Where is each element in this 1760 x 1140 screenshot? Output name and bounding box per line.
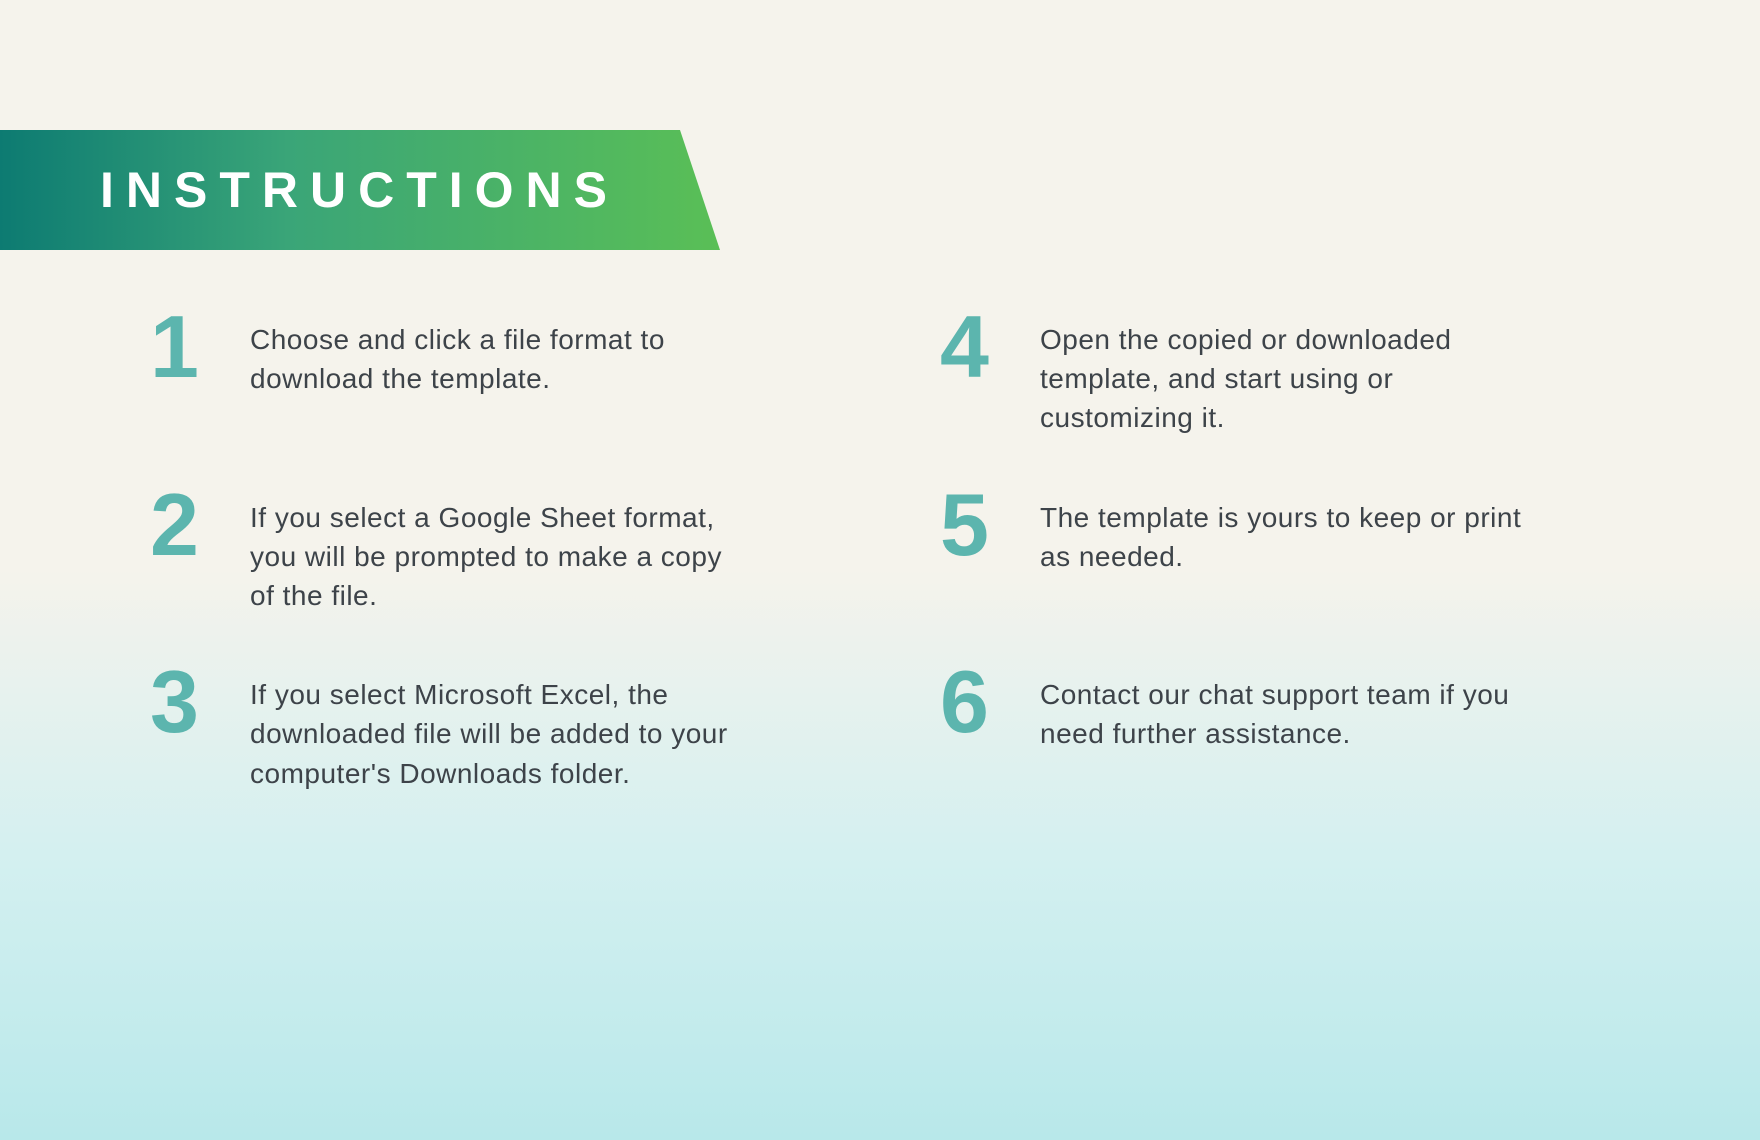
step-item: 4 Open the copied or downloaded template… bbox=[940, 320, 1630, 438]
step-item: 6 Contact our chat support team if you n… bbox=[940, 675, 1630, 793]
step-number: 2 bbox=[150, 490, 220, 560]
steps-container: 1 Choose and click a file format to down… bbox=[150, 320, 1630, 793]
step-number: 1 bbox=[150, 312, 220, 382]
step-text: If you select a Google Sheet format, you… bbox=[250, 498, 750, 616]
step-number: 6 bbox=[940, 667, 1010, 737]
step-text: If you select Microsoft Excel, the downl… bbox=[250, 675, 750, 793]
step-text: The template is yours to keep or print a… bbox=[1040, 498, 1540, 576]
step-item: 3 If you select Microsoft Excel, the dow… bbox=[150, 675, 840, 793]
step-item: 2 If you select a Google Sheet format, y… bbox=[150, 498, 840, 616]
instructions-banner: INSTRUCTIONS bbox=[0, 130, 720, 250]
step-text: Contact our chat support team if you nee… bbox=[1040, 675, 1540, 753]
step-text: Open the copied or downloaded template, … bbox=[1040, 320, 1540, 438]
step-number: 3 bbox=[150, 667, 220, 737]
step-text: Choose and click a file format to downlo… bbox=[250, 320, 750, 398]
step-number: 5 bbox=[940, 490, 1010, 560]
step-number: 4 bbox=[940, 312, 1010, 382]
step-item: 1 Choose and click a file format to down… bbox=[150, 320, 840, 438]
banner-title: INSTRUCTIONS bbox=[100, 161, 619, 219]
step-item: 5 The template is yours to keep or print… bbox=[940, 498, 1630, 616]
